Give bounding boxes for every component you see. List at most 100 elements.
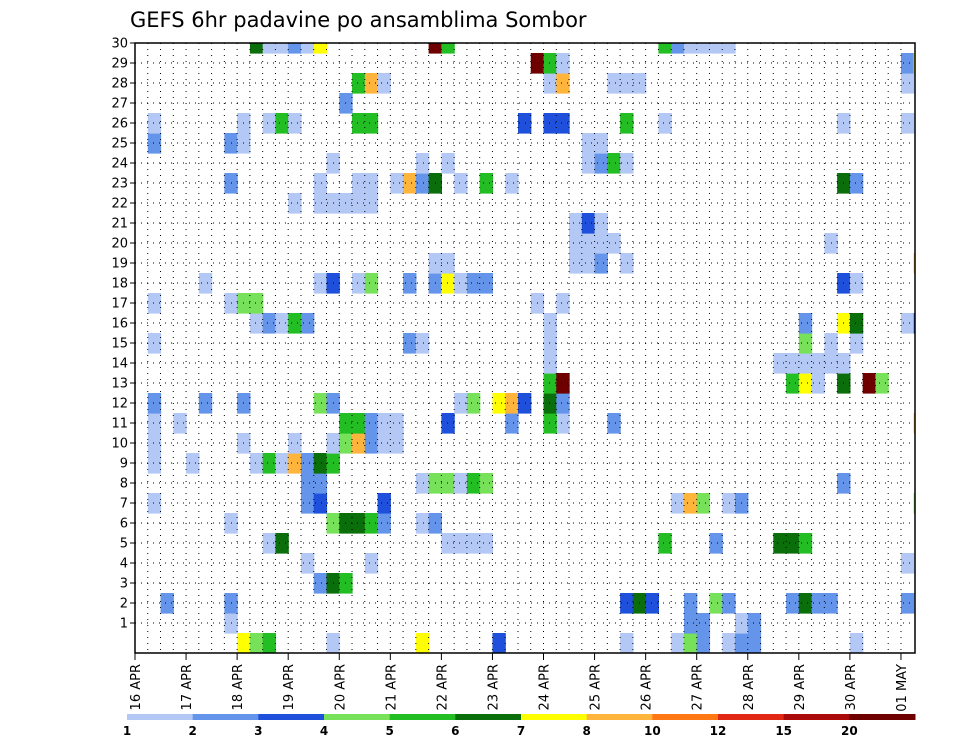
- legend-swatch: [849, 714, 916, 720]
- heatmap-cell: [262, 113, 277, 134]
- heatmap-cell: [454, 173, 468, 194]
- y-tick-label: 2: [120, 597, 128, 612]
- heatmap-cell: [352, 73, 366, 94]
- legend-label: 7: [517, 724, 525, 738]
- heatmap-cell: [620, 593, 634, 614]
- heatmap-cell: [696, 633, 711, 653]
- heatmap-cell: [288, 193, 302, 214]
- heatmap-cell: [645, 593, 660, 614]
- heatmap-cell: [798, 313, 813, 334]
- legend-label: 5: [385, 724, 393, 738]
- x-tick-label: 19 APR: [282, 664, 297, 710]
- legend-swatch: [718, 714, 785, 720]
- heatmap-cell: [441, 413, 455, 434]
- y-tick-label: 5: [120, 537, 128, 552]
- heatmap-cell: [671, 633, 685, 653]
- heatmap-cell: [300, 493, 315, 514]
- heatmap-cell: [683, 493, 698, 514]
- heatmap-cell: [352, 193, 366, 214]
- color-legend: 1 2 3 4 5 6 7 8 10 12 15 20: [123, 714, 916, 738]
- heatmap-cell: [505, 173, 519, 194]
- heatmap-cell: [556, 73, 570, 94]
- legend-swatch: [192, 714, 259, 720]
- heatmap-cell: [300, 453, 315, 474]
- heatmap-cell: [620, 633, 634, 653]
- heatmap-cell: [249, 453, 264, 474]
- y-tick-label: 9: [120, 457, 128, 472]
- heatmap-cell: [773, 353, 787, 374]
- heatmap-cell: [454, 533, 468, 554]
- heatmap-cell: [658, 113, 672, 134]
- y-tick-label: 10: [111, 437, 128, 452]
- heatmap-cell: [581, 133, 596, 154]
- legend-label: 12: [710, 724, 727, 738]
- heatmap-cell: [594, 253, 608, 274]
- heatmap-cell: [849, 313, 864, 334]
- heatmap-cell: [594, 133, 608, 154]
- legend-label: 15: [775, 724, 792, 738]
- heatmap-cell: [594, 213, 608, 234]
- grid-lines: [135, 42, 915, 653]
- heatmap-cell: [747, 633, 762, 653]
- heatmap-cell: [543, 393, 557, 414]
- heatmap-cell: [262, 633, 277, 653]
- x-tick-label: 25 APR: [589, 664, 604, 710]
- heatmap-cell: [709, 43, 723, 54]
- heatmap-cell: [900, 593, 915, 614]
- legend-label: 3: [254, 724, 262, 738]
- legend-swatch: [389, 714, 456, 720]
- heatmap-cell: [415, 473, 430, 494]
- heatmap-cell: [275, 453, 289, 474]
- x-tick-label: 18 APR: [231, 664, 246, 710]
- y-tick-label: 12: [111, 397, 128, 412]
- heatmap-cell: [275, 113, 289, 134]
- heatmap-cell: [607, 73, 621, 94]
- heatmap-cell: [620, 113, 634, 134]
- heatmap-cell: [352, 173, 366, 194]
- y-tick-label: 24: [111, 157, 128, 172]
- y-tick-label: 29: [111, 57, 128, 72]
- heatmap-cell: [671, 493, 685, 514]
- heatmap-cell: [441, 253, 455, 274]
- heatmap-cell: [275, 533, 289, 554]
- y-tick-label: 13: [111, 377, 128, 392]
- heatmap-cell: [249, 633, 264, 653]
- heatmap-cell: [505, 393, 519, 414]
- heatmap-cell: [300, 553, 315, 574]
- legend-label: 2: [188, 724, 196, 738]
- heatmap-cell: [849, 273, 864, 294]
- heatmap-cell: [275, 313, 289, 334]
- heatmap-cell: [594, 153, 608, 174]
- x-tick-label: 24 APR: [538, 664, 553, 710]
- y-tick-label: 18: [111, 277, 128, 292]
- heatmap-cell: [198, 393, 213, 414]
- heatmap-cell: [505, 413, 519, 434]
- y-tick-label: 11: [111, 417, 128, 432]
- heatmap-cell: [364, 73, 379, 94]
- heatmap-cell: [620, 253, 634, 274]
- heatmap-cell: [364, 413, 379, 434]
- heatmap-cell: [492, 393, 506, 414]
- x-tick-label: 01 MAY: [895, 664, 910, 712]
- x-tick-label: 21 APR: [384, 664, 399, 710]
- y-tick-label: 21: [111, 217, 128, 232]
- heatmap-cell: [441, 473, 455, 494]
- heatmap-cell: [900, 53, 915, 74]
- heatmap-cell: [479, 273, 494, 294]
- heatmap-cell: [262, 453, 277, 474]
- heatmap-cell: [377, 493, 391, 514]
- heatmap-cell: [377, 73, 391, 94]
- heatmap-cell: [390, 173, 404, 194]
- x-tick-label: 27 APR: [691, 664, 706, 710]
- heatmap-cell: [556, 53, 570, 74]
- heatmap-cell: [671, 43, 685, 54]
- heatmap-cell: [147, 393, 162, 414]
- heatmap-cell: [900, 73, 915, 94]
- heatmap-cell: [658, 533, 672, 554]
- heatmap-cell: [454, 273, 468, 294]
- heatmap-cell: [364, 113, 379, 134]
- heatmap-cell: [798, 533, 813, 554]
- heatmap-cell: [364, 553, 379, 574]
- heatmap-cell: [147, 113, 162, 134]
